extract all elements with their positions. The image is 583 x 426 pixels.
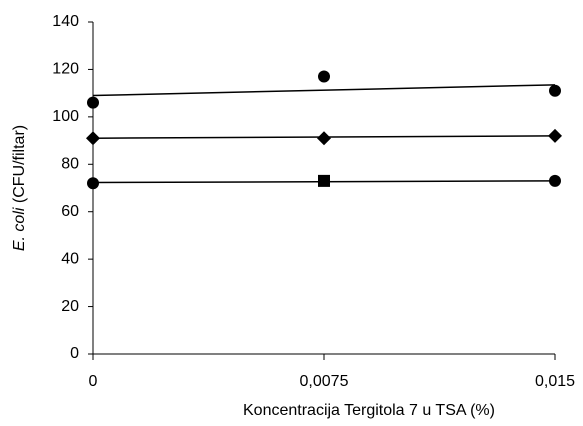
y-axis-label-italic: E. coli: [11, 207, 28, 251]
marker-circle: [318, 70, 330, 83]
marker-diamond: [86, 131, 100, 146]
marker-diamond: [548, 128, 562, 143]
y-tick-label: 20: [61, 298, 79, 315]
y-tick-label: 0: [70, 345, 79, 362]
marker-circle: [549, 174, 561, 187]
marker-square: [318, 174, 330, 187]
y-tick-label: 60: [61, 203, 79, 220]
trend-line: [92, 84, 556, 97]
marker-diamond: [317, 131, 331, 146]
marker-circle: [87, 96, 99, 109]
marker-circle: [549, 84, 561, 97]
x-tick-label: 0: [89, 373, 98, 390]
y-axis-label: E. coli (CFU/filtar): [11, 125, 28, 251]
y-tick-label: 100: [52, 108, 79, 125]
x-tick-label: 0,0075: [300, 373, 349, 390]
x-tick-label: 0,015: [535, 373, 575, 390]
y-axis-label-unit: (CFU/filtar): [11, 125, 28, 203]
y-tick-label: 40: [61, 250, 79, 267]
y-tick-label: 80: [61, 156, 79, 173]
marker-circle: [87, 177, 99, 190]
y-tick-label: 120: [52, 61, 79, 78]
y-tick-label: 140: [52, 13, 79, 30]
x-axis-label: Koncentracija Tergitola 7 u TSA (%): [243, 402, 495, 419]
